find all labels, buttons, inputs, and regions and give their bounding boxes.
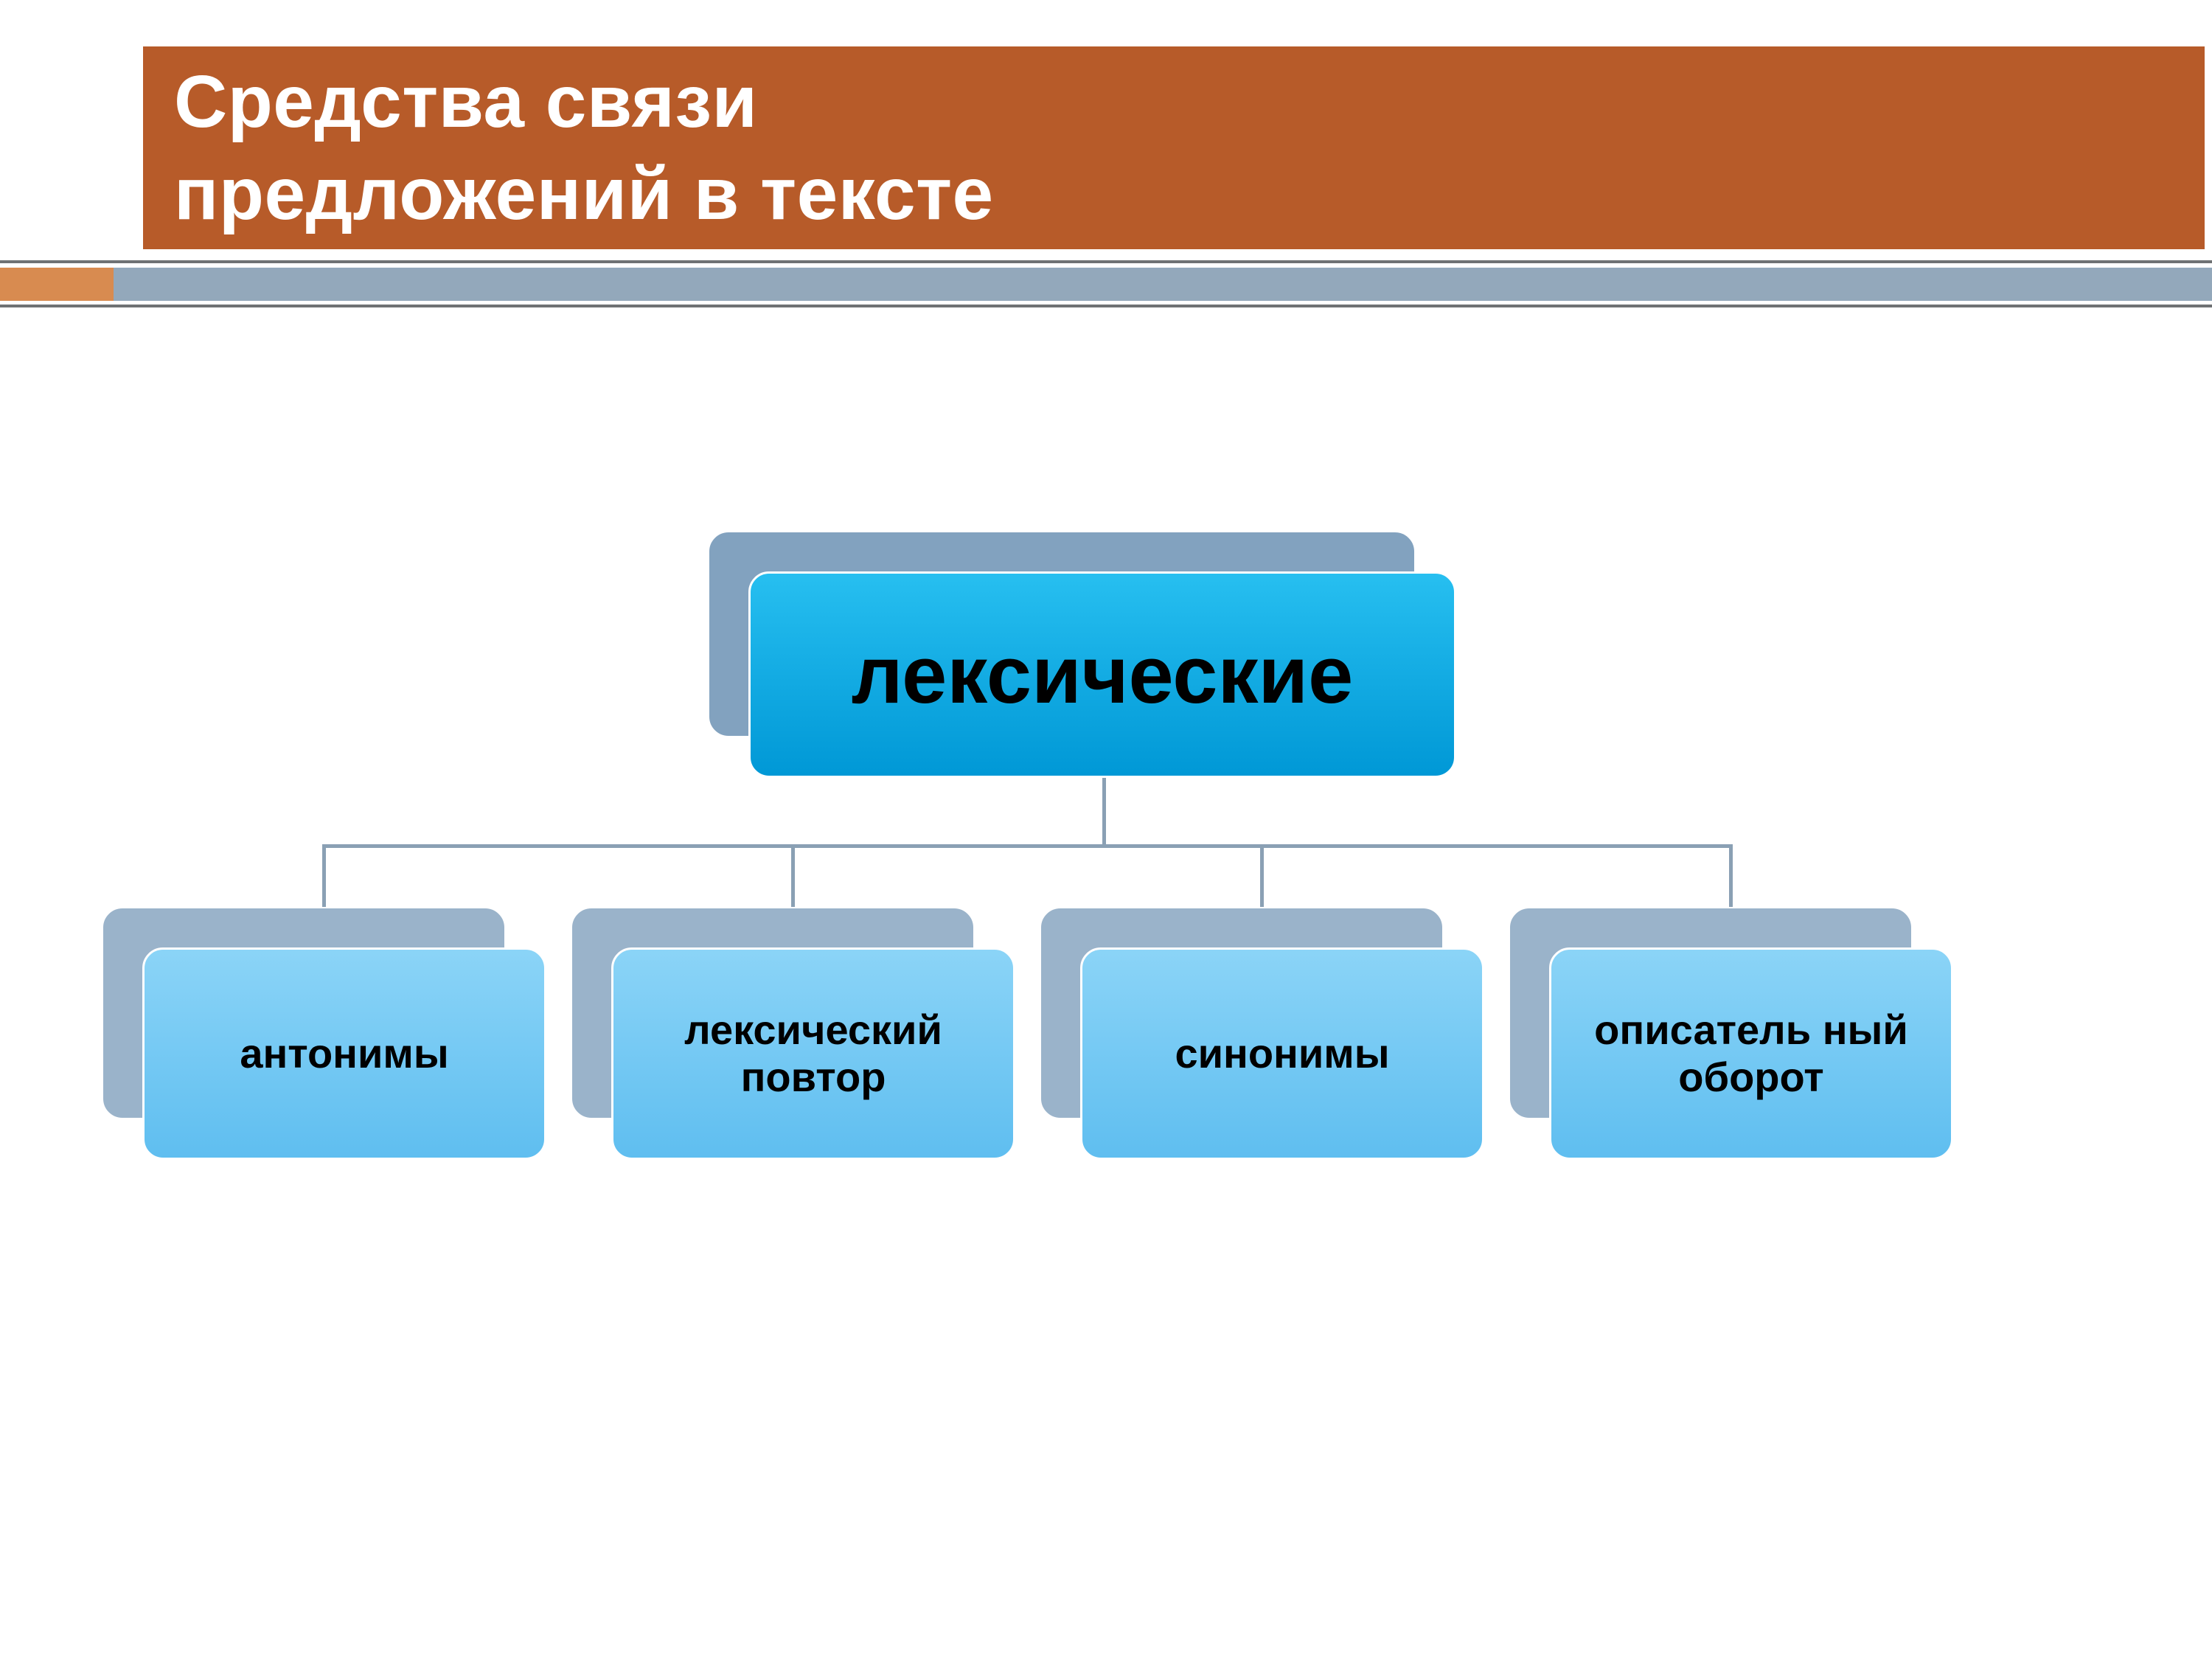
tree-child-label: синонимы [1175, 1030, 1389, 1077]
tree-child-front: антонимы [142, 947, 546, 1160]
connector-trunk [1102, 778, 1106, 844]
tree-root-front: лексические [748, 571, 1456, 778]
tree-child-node: синонимы [1040, 907, 1484, 1160]
tree-child-label: лексический повтор [627, 1006, 1000, 1102]
tree-child-node: антонимы [102, 907, 546, 1160]
tree-child-label: антонимы [240, 1030, 448, 1077]
connector-horizontal [322, 844, 1731, 848]
connector-drop-3 [1260, 844, 1264, 907]
tree-child-front: лексический повтор [611, 947, 1015, 1160]
tree-root-node: лексические [708, 531, 1456, 778]
hierarchy-diagram: лексические антонимы лексический повтор … [0, 0, 2212, 1659]
tree-child-node: описатель ный оборот [1509, 907, 1953, 1160]
tree-root-label: лексические [852, 628, 1354, 722]
tree-child-label: описатель ный оборот [1565, 1006, 1938, 1102]
tree-child-front: синонимы [1080, 947, 1484, 1160]
connector-drop-2 [791, 844, 795, 907]
slide: Средства связи предложений в тексте лекс… [0, 0, 2212, 1659]
tree-child-node: лексический повтор [571, 907, 1015, 1160]
connector-drop-1 [322, 844, 326, 907]
tree-child-front: описатель ный оборот [1549, 947, 1953, 1160]
connector-drop-4 [1729, 844, 1733, 907]
